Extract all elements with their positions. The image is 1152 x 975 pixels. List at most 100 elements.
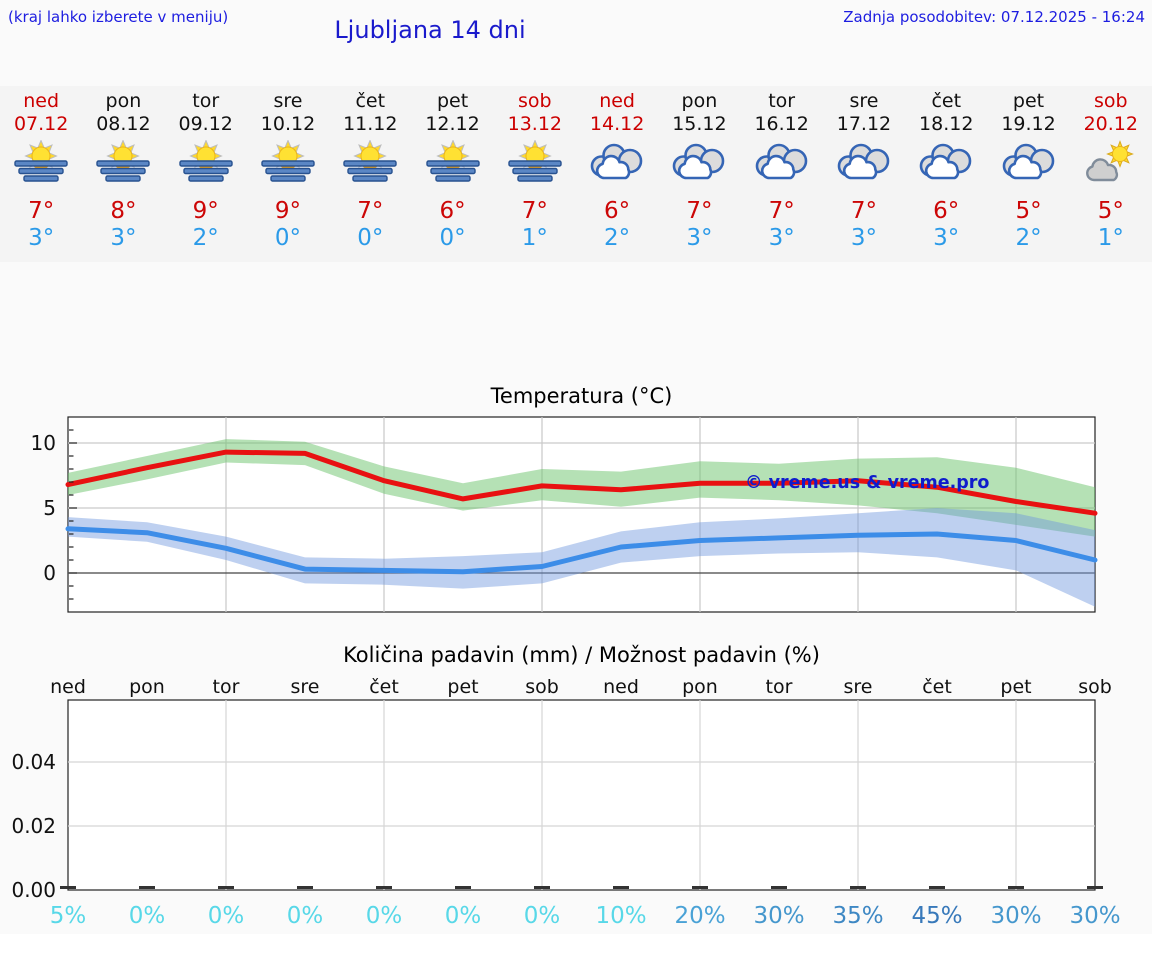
day-high-temp: 6° <box>604 198 631 224</box>
precip-percent: 0% <box>444 903 482 929</box>
day-date: 07.12 <box>13 113 69 135</box>
day-high-temp: 7° <box>768 198 795 224</box>
precip-day-label: sob <box>1078 676 1112 698</box>
day-high-temp: 5° <box>1015 198 1042 224</box>
day-column: sre 10.12 9° 0° <box>247 86 329 262</box>
day-column: sre 17.12 7° 3° <box>823 86 905 262</box>
day-low-temp: 1° <box>521 225 548 251</box>
day-column: pon 15.12 7° 3° <box>658 86 740 262</box>
day-date: 11.12 <box>343 113 398 135</box>
day-column: pet 12.12 6° 0° <box>411 86 493 262</box>
sun-fog-icon <box>165 139 247 188</box>
precip-percent: 30% <box>990 903 1042 929</box>
precip-percent: 30% <box>1069 903 1121 929</box>
sun-fog-icon <box>0 139 82 188</box>
day-low-temp: 3° <box>933 225 960 251</box>
precip-day-label: pon <box>129 676 165 698</box>
precipitation-chart-title: Količina padavin (mm) / Možnost padavin … <box>343 643 820 667</box>
day-date: 12.12 <box>425 113 480 135</box>
precip-day-label: pon <box>682 676 718 698</box>
precip-percent: 0% <box>128 903 166 929</box>
day-name: sob <box>1094 90 1128 112</box>
day-high-temp: 9° <box>274 198 302 224</box>
day-low-temp: 2° <box>604 225 631 251</box>
precip-day-label: tor <box>765 676 793 698</box>
precip-percent: 0% <box>523 903 561 929</box>
day-name: pon <box>105 90 142 112</box>
day-high-temp: 7° <box>850 198 878 224</box>
day-high-temp: 8° <box>110 198 137 224</box>
days-strip: ned 07.12 7° 3° pon 08.12 8° 3° tor 09.1… <box>0 86 1152 262</box>
precip-percent: 10% <box>595 903 647 929</box>
page-title: Ljubljana 14 dni <box>334 16 526 44</box>
precip-day-label: sob <box>525 676 559 698</box>
day-name: pet <box>1012 90 1045 112</box>
day-name: čet <box>931 90 962 112</box>
cloudy-icon <box>576 140 658 188</box>
svg-text:0.02: 0.02 <box>11 814 56 838</box>
precip-day-label: ned <box>50 676 86 698</box>
day-high-temp: 7° <box>521 198 548 224</box>
day-low-temp: 1° <box>1097 225 1124 251</box>
day-date: 16.12 <box>754 113 809 135</box>
day-column: sob 13.12 7° 1° <box>494 86 576 262</box>
sun-fog-icon <box>329 139 411 188</box>
svg-text:5: 5 <box>43 496 56 520</box>
day-date: 18.12 <box>919 113 974 135</box>
day-name: ned <box>599 90 635 112</box>
day-column: pet 19.12 5° 2° <box>987 86 1069 262</box>
day-date: 19.12 <box>1001 113 1056 135</box>
svg-text:0.00: 0.00 <box>11 878 56 902</box>
day-column: sob 20.12 5° 1° <box>1070 86 1152 262</box>
sun-cloud-icon <box>1070 140 1152 188</box>
svg-text:0: 0 <box>43 561 56 585</box>
footer-strip <box>0 934 1152 975</box>
day-low-temp: 2° <box>1015 225 1042 251</box>
precip-percent: 0% <box>365 903 403 929</box>
day-name: pet <box>436 90 469 112</box>
precip-day-label: sre <box>843 676 873 698</box>
day-name: pon <box>681 90 718 112</box>
temperature-chart: 0 5 10 © vreme.us & vreme.pro <box>0 405 1152 624</box>
day-high-temp: 5° <box>1097 198 1124 224</box>
precip-percent: 0% <box>207 903 245 929</box>
cloudy-icon <box>987 140 1069 188</box>
day-high-temp: 9° <box>192 198 219 224</box>
last-updated-text: Zadnja posodobitev: 07.12.2025 - 16:24 <box>843 8 1145 26</box>
svg-text:0.04: 0.04 <box>11 750 56 774</box>
day-low-temp: 3° <box>850 225 878 251</box>
sun-fog-icon <box>247 139 329 188</box>
precip-day-label: pet <box>1000 676 1032 698</box>
day-column: čet 18.12 6° 3° <box>905 86 987 262</box>
day-column: tor 09.12 9° 2° <box>165 86 247 262</box>
day-date: 15.12 <box>672 113 727 135</box>
precip-percent: 35% <box>832 903 884 929</box>
precip-day-label: ned <box>603 676 639 698</box>
day-name: sre <box>849 90 879 112</box>
precip-day-label: sre <box>290 676 320 698</box>
precip-percent: 0% <box>286 903 324 929</box>
precip-percent: 30% <box>753 903 805 929</box>
day-date: 13.12 <box>507 113 563 135</box>
cloudy-icon <box>658 140 740 188</box>
day-low-temp: 3° <box>686 225 713 251</box>
day-date: 09.12 <box>178 113 233 135</box>
cloudy-icon <box>905 140 987 188</box>
svg-text:© vreme.us & vreme.pro: © vreme.us & vreme.pro <box>745 473 989 493</box>
day-low-temp: 0° <box>439 225 466 251</box>
day-name: ned <box>23 90 60 112</box>
cloudy-icon <box>823 140 905 188</box>
precip-percent: 20% <box>674 903 726 929</box>
precip-day-label: pet <box>447 676 479 698</box>
day-column: ned 14.12 6° 2° <box>576 86 658 262</box>
day-low-temp: 3° <box>28 225 55 251</box>
day-column: pon 08.12 8° 3° <box>82 86 164 262</box>
day-column: ned 07.12 7° 3° <box>0 86 82 262</box>
precip-percent: 5% <box>49 903 87 929</box>
day-low-temp: 3° <box>768 225 795 251</box>
day-name: sob <box>518 90 552 112</box>
cloudy-icon <box>741 140 823 188</box>
day-low-temp: 0° <box>274 225 302 251</box>
precip-day-label: tor <box>212 676 240 698</box>
